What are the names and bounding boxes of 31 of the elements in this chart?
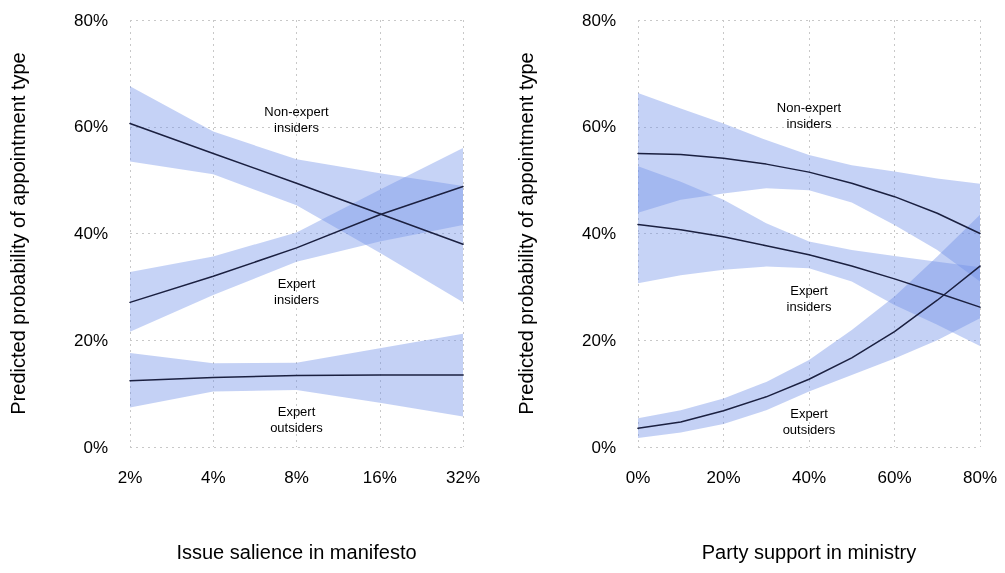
y-tick-label: 20%	[73, 330, 108, 350]
series-label: Expert insiders	[274, 276, 320, 308]
y-tick-label: 80%	[73, 10, 108, 30]
text: Expert outsiders	[270, 404, 324, 436]
y-tick-label: 60%	[73, 117, 108, 137]
y-axis-title: Predicted probability of appointment type	[515, 52, 537, 415]
series-label: Expert outsiders	[782, 405, 836, 437]
text: Non-expert insiders	[776, 99, 842, 131]
x-tick-label: 60%	[877, 468, 912, 487]
x-tick-label: 20%	[706, 468, 741, 487]
y-tick-label: 0%	[591, 437, 616, 457]
text: Non-expert insiders	[264, 103, 330, 135]
x-axis-title: Party support in ministry	[701, 541, 917, 563]
y-tick-label: 60%	[581, 117, 616, 137]
line-series	[637, 152, 981, 235]
x-tick-label: 16%	[362, 468, 397, 487]
series-label: Expert insiders	[786, 282, 832, 314]
x-axis-title: Issue salience in manifesto	[176, 541, 417, 563]
y-tick-label: 20%	[581, 330, 616, 350]
x-tick-label: 2%	[117, 468, 143, 487]
x-tick-label: 80%	[962, 468, 998, 487]
x-tick-label: 4%	[200, 468, 226, 487]
y-tick-label: 80%	[581, 10, 616, 30]
y-tick-label: 40%	[73, 224, 108, 243]
x-tick-label: 32%	[445, 468, 481, 487]
x-tick-label: 8%	[284, 468, 309, 487]
y-tick-label: 40%	[581, 224, 616, 243]
y-axis-title: Predicted probability of appointment type	[7, 52, 29, 415]
y-tick-label: 0%	[83, 437, 108, 457]
x-tick-label: 40%	[791, 468, 827, 487]
x-tick-label: 0%	[625, 468, 651, 487]
